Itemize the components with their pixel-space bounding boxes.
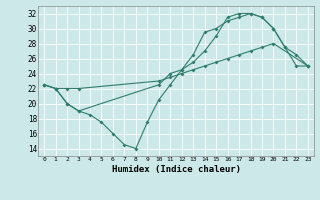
X-axis label: Humidex (Indice chaleur): Humidex (Indice chaleur): [111, 165, 241, 174]
